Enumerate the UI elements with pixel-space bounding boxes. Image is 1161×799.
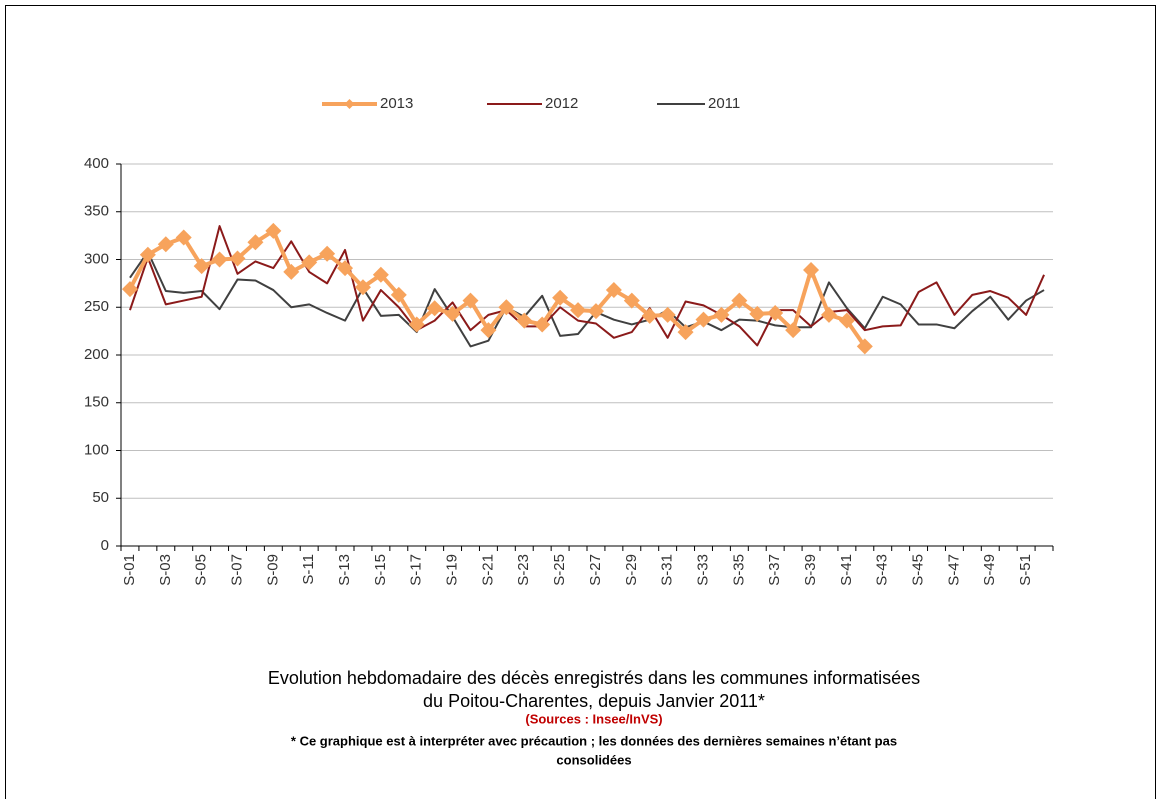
x-tick-label: S-37 xyxy=(766,554,783,586)
point-marker xyxy=(803,262,820,279)
point-marker xyxy=(731,292,748,309)
point-marker xyxy=(426,300,443,317)
legend-label: 2012 xyxy=(545,95,578,112)
point-marker xyxy=(498,299,515,316)
chart-title: Evolution hebdomadaire des décès enregis… xyxy=(268,668,920,688)
point-marker xyxy=(354,279,371,296)
point-marker xyxy=(175,229,192,246)
point-marker xyxy=(301,254,318,271)
x-tick-label: S-11 xyxy=(300,554,317,585)
point-marker xyxy=(767,304,784,321)
y-tick-label: 400 xyxy=(84,155,109,172)
point-marker xyxy=(139,246,156,263)
x-tick-label: S-33 xyxy=(694,554,711,586)
point-marker xyxy=(534,316,551,333)
y-tick-label: 100 xyxy=(84,441,109,458)
legend-label: 2013 xyxy=(380,95,413,112)
legend-marker xyxy=(344,99,355,109)
point-marker xyxy=(193,258,210,275)
point-marker xyxy=(820,306,837,323)
frame xyxy=(5,5,1156,799)
point-marker xyxy=(121,281,138,298)
x-tick-label: S-07 xyxy=(228,554,245,586)
legend-label: 2011 xyxy=(708,95,740,112)
y-tick-label: 0 xyxy=(101,537,109,554)
x-tick-label: S-15 xyxy=(372,554,389,586)
point-marker xyxy=(659,306,676,323)
chart-title: du Poitou-Charentes, depuis Janvier 2011… xyxy=(423,691,765,711)
x-tick-label: S-51 xyxy=(1017,554,1034,586)
note: consolidées xyxy=(556,752,631,767)
x-tick-label: S-03 xyxy=(157,554,174,586)
point-marker xyxy=(408,316,425,333)
x-tick-label: S-45 xyxy=(910,554,927,586)
series-line xyxy=(128,228,867,348)
y-tick-label: 250 xyxy=(84,298,109,315)
point-marker xyxy=(677,324,694,341)
point-marker xyxy=(480,322,497,339)
point-marker xyxy=(337,260,354,277)
x-tick-label: S-31 xyxy=(659,554,676,586)
point-marker xyxy=(856,338,873,355)
point-marker xyxy=(444,305,461,322)
point-marker xyxy=(785,322,802,339)
x-tick-label: S-17 xyxy=(408,554,425,586)
x-tick-label: S-41 xyxy=(838,554,855,586)
note: * Ce graphique est à interpréter avec pr… xyxy=(291,733,897,748)
point-marker xyxy=(623,292,640,309)
y-tick-label: 200 xyxy=(84,346,109,363)
x-tick-label: S-25 xyxy=(551,554,568,586)
point-marker xyxy=(157,236,174,253)
point-marker xyxy=(390,286,407,303)
chart-subtitle: (Sources : Insee/InVS) xyxy=(525,711,662,726)
x-tick-label: S-09 xyxy=(264,554,281,586)
x-tick-label: S-13 xyxy=(336,554,353,586)
point-marker xyxy=(749,305,766,322)
point-marker xyxy=(552,289,569,306)
x-tick-label: S-47 xyxy=(945,554,962,586)
point-marker xyxy=(462,292,479,309)
point-marker xyxy=(641,307,658,324)
point-marker xyxy=(713,306,730,323)
y-tick-label: 300 xyxy=(84,250,109,267)
x-tick-label: S-49 xyxy=(981,554,998,586)
x-tick-label: S-27 xyxy=(587,554,604,586)
x-tick-label: S-29 xyxy=(623,554,640,586)
point-marker xyxy=(605,282,622,299)
point-marker xyxy=(319,245,336,262)
point-marker xyxy=(211,251,228,268)
point-marker xyxy=(372,266,389,283)
point-marker xyxy=(229,250,246,267)
y-tick-label: 50 xyxy=(92,489,109,506)
point-marker xyxy=(695,311,712,328)
x-tick-label: S-43 xyxy=(874,554,891,586)
x-tick-label: S-05 xyxy=(193,554,210,586)
point-marker xyxy=(838,312,855,329)
x-tick-label: S-21 xyxy=(479,554,496,586)
point-marker xyxy=(265,222,282,239)
point-marker xyxy=(570,302,587,319)
x-tick-label: S-01 xyxy=(121,554,138,586)
x-tick-label: S-19 xyxy=(444,554,461,586)
point-marker xyxy=(587,303,604,320)
x-tick-label: S-35 xyxy=(730,554,747,586)
x-tick-label: S-39 xyxy=(802,554,819,586)
x-tick-label: S-23 xyxy=(515,554,532,586)
point-marker xyxy=(516,312,533,329)
point-marker xyxy=(247,234,264,251)
point-marker xyxy=(283,263,300,280)
y-tick-label: 350 xyxy=(84,203,109,220)
y-tick-label: 150 xyxy=(84,394,109,411)
